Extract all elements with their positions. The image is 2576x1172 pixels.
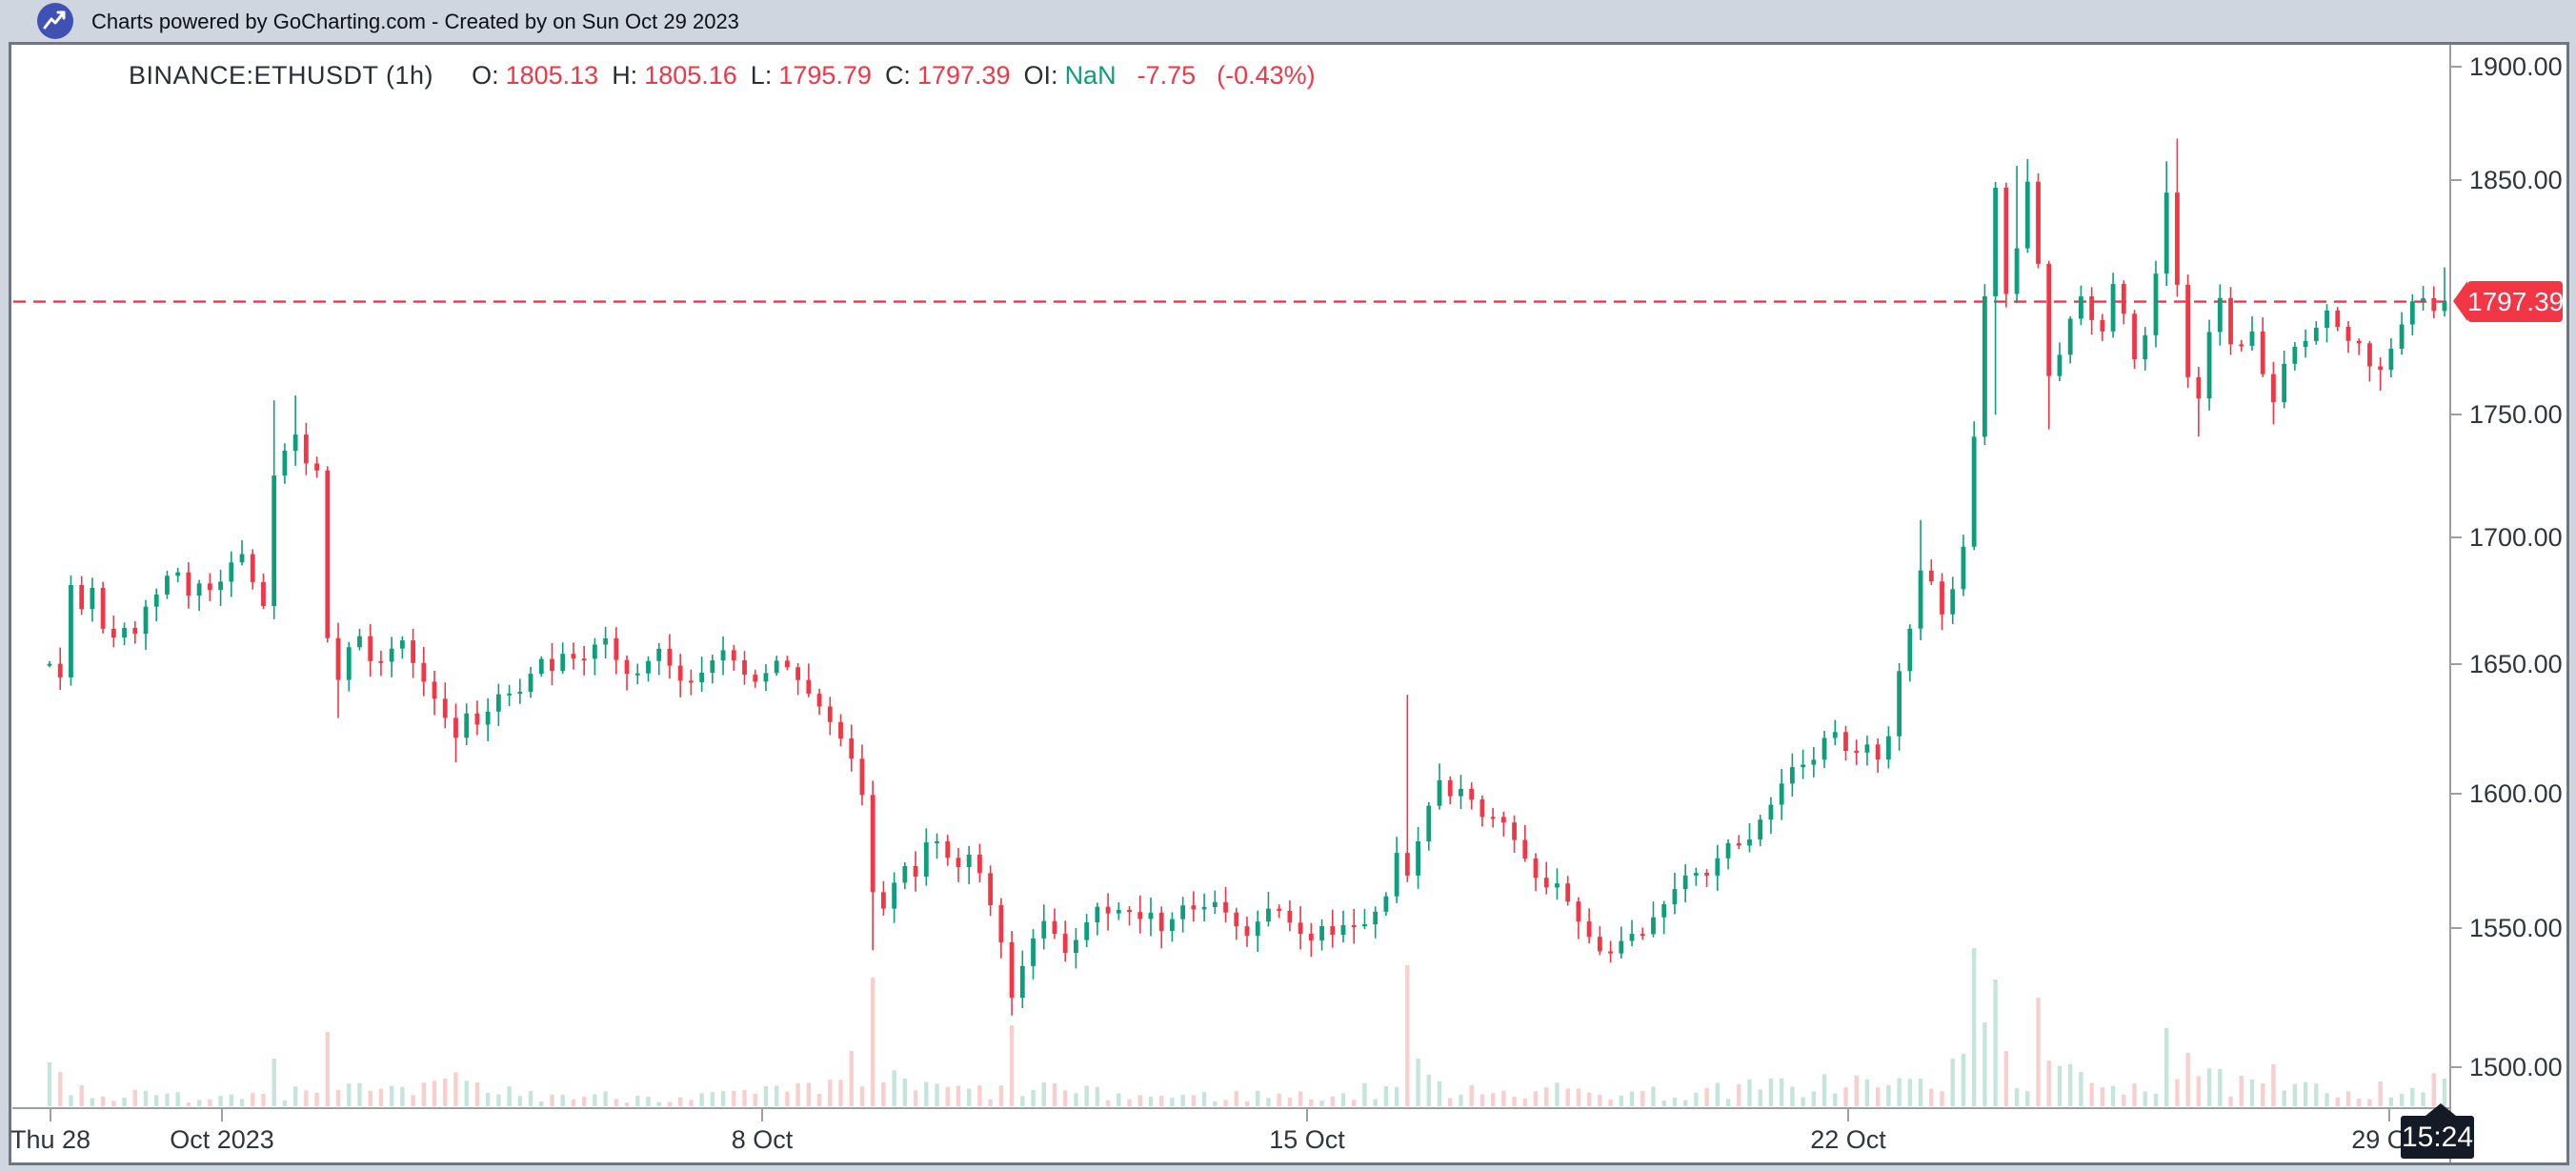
price-axis-label: 1850.00 [2469,166,2563,194]
ohlc-field-o: O: 1805.13 [472,60,599,90]
price-axis-label: 1600.00 [2469,779,2563,808]
price-axis-label: 1750.00 [2469,400,2563,429]
ohlc-field-oi: OI: NaN [1023,60,1117,90]
volume-layer [47,948,2447,1106]
price-axis-label: 1650.00 [2469,650,2563,678]
ohlc-field-h: H: 1805.16 [612,60,737,90]
top-brand-bar: Charts powered by GoCharting.com - Creat… [0,0,2576,43]
price-axis-label: 1900.00 [2469,52,2563,81]
candles-layer [47,138,2447,1016]
time-axis-label: Oct 2023 [170,1125,274,1154]
change-percent: (-0.43%) [1217,60,1316,90]
gocharting-logo-icon [37,3,73,39]
price-axis-label: 1700.00 [2469,523,2563,552]
ohlc-field-l: L: 1795.79 [750,60,872,90]
time-axis-label: 22 Oct [1810,1125,1886,1154]
price-axis-label: 1550.00 [2469,914,2563,942]
ohlc-fields: O: 1805.13 H: 1805.16 L: 1795.79 C: 1797.39 OI: N… [458,61,1117,91]
last-price-tag: 1797.39 [2453,281,2564,323]
time-axis-label: Thu 28 [10,1125,91,1154]
price-axis-label: 1500.00 [2469,1053,2563,1081]
plot-area [13,138,2448,1106]
chart-frame [9,42,2569,1165]
symbol-title: BINANCE:ETHUSDT (1h) [129,60,434,90]
brand-text: Charts powered by GoCharting.com - Creat… [91,10,739,33]
ohlc-field-c: C: 1797.39 [884,60,1011,90]
time-axis-label: 15 Oct [1269,1125,1345,1154]
ohlc-header: BINANCE:ETHUSDT (1h) O: 1805.13 H: 1805.16 L… [129,59,1316,91]
time-axis-label: 8 Oct [731,1125,794,1154]
change-absolute: -7.75 [1137,60,1197,90]
current-time-badge: 15:24 [2401,1103,2474,1159]
